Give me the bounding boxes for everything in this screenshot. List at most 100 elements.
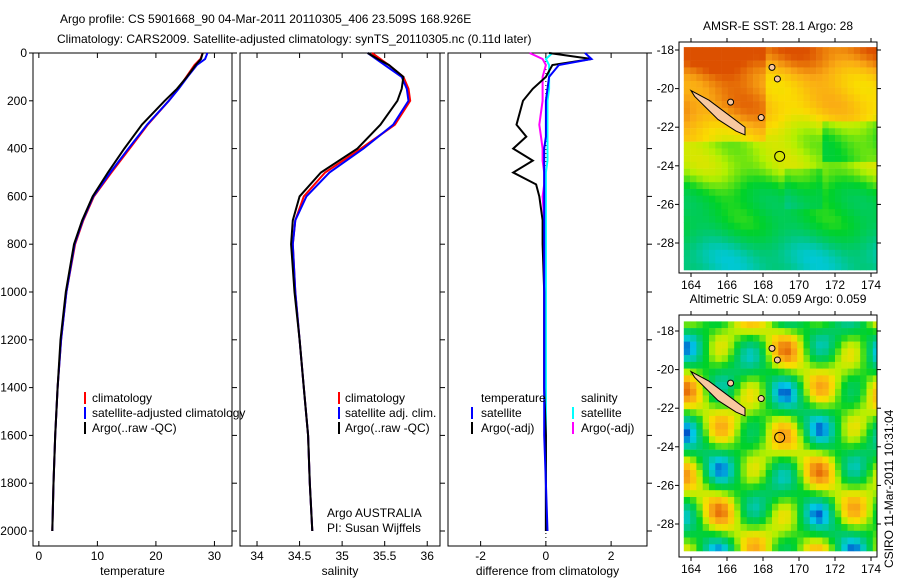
y-tick-label: -24 [657,440,675,454]
map-cell [866,229,874,237]
map-cell [721,436,729,444]
map-cell [778,222,785,230]
map-cell [683,524,691,531]
map-cell [778,74,785,82]
map-cell [765,209,773,217]
map-cell [702,141,710,149]
map-cell [803,537,811,545]
map-cell [709,161,716,169]
map-cell [778,436,785,444]
map-frame [678,314,878,558]
map-cell [860,128,867,136]
map-cell [853,361,861,369]
x-tick-label: 164 [681,278,701,292]
map-cell [709,524,716,531]
map-cell [753,490,760,498]
map-cell [784,202,792,210]
map-cell [809,263,817,271]
map-cell [690,60,697,68]
map-cell [853,382,861,390]
map-cell [872,530,877,538]
map-cell [784,503,792,511]
map-cell [872,107,877,115]
map-cell [841,216,848,223]
map-cell [866,470,874,477]
map-cell [847,503,855,511]
map-cell [784,148,792,156]
map-cell [740,101,748,109]
map-cell [822,328,829,336]
map-cell [816,263,823,271]
map-cell [702,175,710,183]
map-cell [866,490,874,498]
difference-legend: temperature satellite Argo(-adj) salinit… [471,391,634,435]
map-cell [715,148,722,156]
map-cell [690,74,697,82]
map-cell [835,530,842,538]
legend-label: satellite [581,406,622,420]
map-cell [753,348,760,356]
map-cell [797,476,804,484]
map-cell [765,409,773,417]
map-cell [847,490,855,498]
map-cell [696,256,703,264]
map-cell [696,422,703,430]
map-cell [822,409,829,417]
map-cell [696,388,703,396]
map-cell [797,409,804,417]
map-cell [797,395,804,403]
map-cell [790,361,798,369]
map-cell [828,530,836,538]
map-cell [860,456,867,464]
map-cell [797,249,804,257]
map-cell [847,442,855,450]
map-cell [860,422,867,430]
map-cell [740,168,748,176]
map-cell [696,328,703,336]
map-cell [803,328,811,336]
map-cell [709,530,716,538]
map-cell [690,222,697,230]
map-cell [872,429,877,437]
map-cell [816,101,823,109]
map-cell [683,87,691,95]
y-tick-label: -26 [657,478,675,492]
map-cell [696,175,703,183]
map-cell [866,222,874,230]
legend-label: satellite-adjusted climatology [92,406,245,420]
map-cell [690,229,697,237]
map-cell [809,107,817,115]
map-cell [835,216,842,223]
y-tick-label: 1400 [0,381,27,395]
map-cell [721,80,729,88]
map-cell [822,361,829,369]
x-axis-label: difference from climatology [476,564,619,578]
map-cell [683,161,691,169]
map-cell [683,422,691,430]
map-cell [860,395,867,403]
map-cell [828,463,836,471]
map-cell [778,202,785,210]
map-cell [809,87,817,95]
map-cell [784,256,792,264]
map-cell [690,236,697,244]
map-cell [709,395,716,403]
map-cell [746,429,754,437]
map-cell [778,483,785,491]
map-cell [872,368,877,376]
map-cell [866,216,874,223]
map-cell [727,74,735,82]
map-cell [803,256,811,264]
map-cell [683,490,691,498]
map-cell [696,517,703,525]
map-cell [866,141,874,149]
map-cell [872,355,877,363]
map-cell [734,195,741,203]
map-cell [797,470,804,477]
map-cell [772,382,779,390]
map-cell [797,402,804,410]
map-cell [803,510,811,518]
map-cell [797,368,804,376]
map-cell [853,449,861,457]
map-cell [702,121,710,129]
